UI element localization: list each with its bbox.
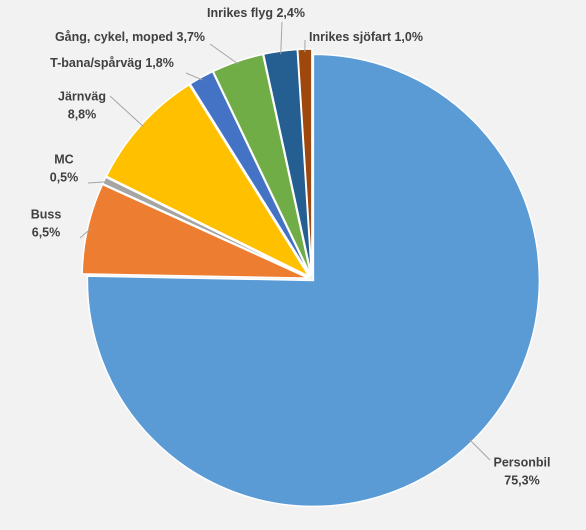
slice-label: MC [54, 152, 73, 166]
slice-value-label: 75,3% [504, 473, 539, 487]
slice-label: T-bana/spårväg [50, 56, 142, 70]
slice-value-label: 6,5% [32, 225, 61, 239]
slice-label-group: Inrikes flyg 2,4% [207, 6, 305, 20]
pie-slice [101, 176, 309, 278]
leader-line [280, 21, 283, 55]
slice-label: Buss [31, 207, 62, 221]
slice-value-label: 3,7% [177, 30, 206, 44]
slice-value-label: 1,8% [145, 56, 174, 70]
slice-label: Järnväg [58, 89, 106, 103]
slice-label: Inrikes flyg [207, 6, 273, 20]
slice-value-label: 2,4% [276, 6, 305, 20]
slice-value-label: 1,0% [394, 30, 423, 44]
slice-value-label: 0,5% [50, 170, 79, 184]
leader-line [109, 95, 144, 128]
leader-line [209, 43, 239, 65]
leader-line [469, 439, 491, 461]
slice-label: Personbil [494, 455, 551, 469]
slice-label-group: Gång, cykel, moped 3,7% [55, 30, 205, 44]
leader-line [185, 72, 203, 81]
slice-label-group: Inrikes sjöfart 1,0% [309, 30, 423, 44]
slice-label-group: T-bana/spårväg 1,8% [50, 56, 174, 70]
leader-line [87, 181, 107, 184]
slice-label: Inrikes sjöfart [309, 30, 392, 44]
pie-slice [212, 53, 312, 276]
slice-label: Gång, cykel, moped [55, 30, 173, 44]
leader-line [79, 228, 91, 239]
slice-value-label: 8,8% [68, 107, 97, 121]
pie-slice [81, 183, 309, 279]
